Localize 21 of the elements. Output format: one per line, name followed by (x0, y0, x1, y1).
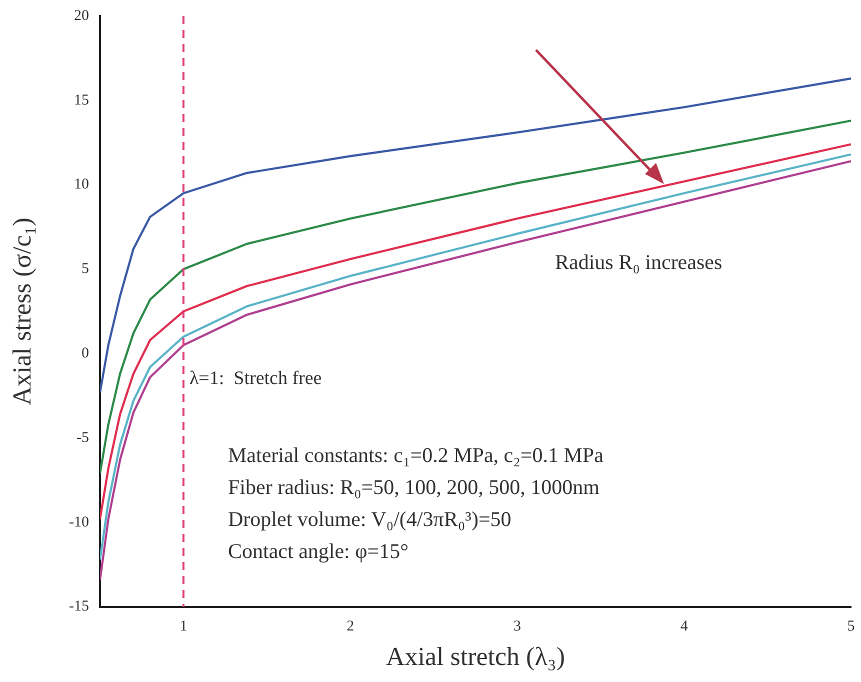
x-tick-label: 3 (513, 618, 521, 635)
x-tick-label: 4 (680, 618, 688, 635)
x-axis-title: Axial stretch (λ₃) (386, 642, 566, 672)
y-tick-label: -10 (69, 514, 89, 530)
y-tick-label: -15 (69, 598, 89, 615)
y-tick-label: 0 (82, 346, 89, 362)
annotation: Radius R₀ increases (555, 250, 722, 275)
annotation: Fiber radius: R₀=50, 100, 200, 500, 1000nm (228, 475, 600, 500)
annotation: Material constants: c₁=0.2 MPa, c₂=0.1 MPa (228, 443, 604, 468)
y-tick-label: 10 (74, 176, 89, 193)
y-tick-label: 15 (74, 92, 89, 108)
x-tick-label: 5 (847, 618, 855, 635)
x-tick-label: 1 (180, 618, 188, 635)
ref-line-label: λ=1: Stretch free (189, 368, 322, 389)
y-axis-title: Axial stress (σ/c₁) (7, 218, 36, 406)
y-tick-label: -5 (76, 430, 89, 446)
y-tick-label: 5 (82, 261, 89, 278)
x-tick-label: 2 (346, 618, 354, 635)
annotation: Droplet volume: V₀/(4/3πR₀³)=50 (228, 507, 512, 532)
y-tick-label: 20 (74, 8, 89, 24)
annotation: Contact angle: φ=15° (228, 539, 408, 564)
